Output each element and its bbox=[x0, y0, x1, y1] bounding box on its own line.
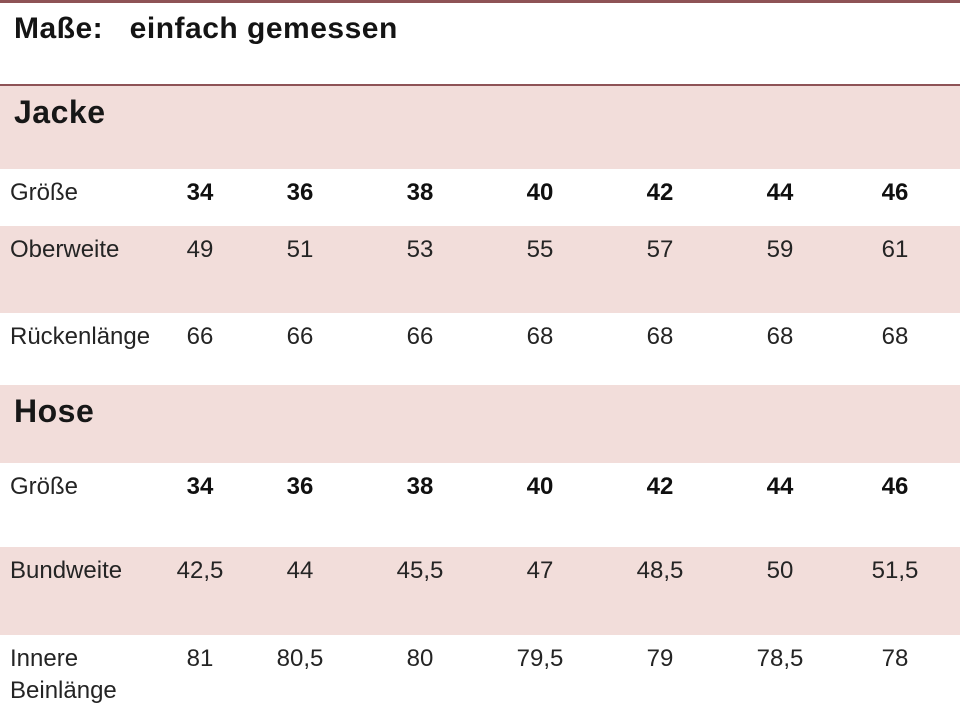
section-jacke: Jacke Größe 34 36 38 40 42 44 46 Oberweite 49 51 53 5… bbox=[0, 86, 960, 385]
cell-value: 44 bbox=[766, 473, 794, 500]
cell-value: 66 bbox=[406, 323, 434, 350]
cell-value: 81 bbox=[186, 645, 214, 672]
row-label: Bundweite bbox=[10, 557, 123, 584]
cell-value: 80 bbox=[406, 645, 434, 672]
cell-value: 42 bbox=[646, 179, 674, 206]
row-label: Größe bbox=[10, 179, 79, 206]
cell-value: 61 bbox=[881, 236, 909, 263]
cell-value: 80,5 bbox=[276, 645, 324, 672]
cell-value: 51 bbox=[286, 236, 314, 263]
row-label: Rückenlänge bbox=[10, 323, 151, 350]
table-row: Größe 34 36 38 40 42 44 46 bbox=[0, 169, 960, 226]
cell-value: 44 bbox=[286, 557, 314, 584]
cell-value: 34 bbox=[186, 179, 214, 206]
cell-value: 66 bbox=[286, 323, 314, 350]
cell-value: 57 bbox=[646, 236, 674, 263]
page-title: Maße: einfach gemessen bbox=[14, 12, 398, 45]
cell-value: 68 bbox=[526, 323, 554, 350]
row-label: Größe bbox=[10, 473, 79, 500]
cell-value: 44 bbox=[766, 179, 794, 206]
cell-value: 42 bbox=[646, 473, 674, 500]
row-label: Oberweite bbox=[10, 236, 120, 263]
cell-value: 79,5 bbox=[516, 645, 564, 672]
cell-value: 47 bbox=[526, 557, 554, 584]
cell-value: 36 bbox=[286, 179, 314, 206]
cell-value: 34 bbox=[186, 473, 214, 500]
table-row: Oberweite 49 51 53 55 57 59 61 bbox=[0, 226, 960, 313]
table-row: Größe 34 36 38 40 42 44 46 bbox=[0, 463, 960, 547]
cell-value: 51,5 bbox=[871, 557, 919, 584]
cell-value: 68 bbox=[881, 323, 909, 350]
cell-value: 68 bbox=[766, 323, 794, 350]
cell-value: 38 bbox=[406, 473, 434, 500]
size-tables: Jacke Größe 34 36 38 40 42 44 46 Oberweite 49 51 53 5… bbox=[0, 86, 960, 720]
cell-value: 68 bbox=[646, 323, 674, 350]
cell-value: 78,5 bbox=[756, 645, 804, 672]
cell-value: 46 bbox=[881, 473, 909, 500]
section-header-jacke: Jacke bbox=[0, 86, 960, 169]
table-row: Rückenlänge 66 66 66 68 68 68 68 bbox=[0, 313, 960, 385]
cell-value: 50 bbox=[766, 557, 794, 584]
cell-value: 49 bbox=[186, 236, 214, 263]
cell-value: 46 bbox=[881, 179, 909, 206]
cell-value: 59 bbox=[766, 236, 794, 263]
row-label: Innere Beinlänge bbox=[10, 645, 117, 704]
cell-value: 48,5 bbox=[636, 557, 684, 584]
table-row: Innere Beinlänge 81 80,5 80 79,5 79 78,5 78 bbox=[0, 635, 960, 720]
title-bar: Maße: einfach gemessen bbox=[0, 3, 960, 86]
section-header-hose: Hose bbox=[0, 385, 960, 463]
cell-value: 66 bbox=[186, 323, 214, 350]
cell-value: 40 bbox=[526, 473, 554, 500]
cell-value: 45,5 bbox=[396, 557, 444, 584]
cell-value: 42,5 bbox=[176, 557, 224, 584]
cell-value: 78 bbox=[881, 645, 909, 672]
cell-value: 38 bbox=[406, 179, 434, 206]
table-row: Bundweite 42,5 44 45,5 47 48,5 50 51,5 bbox=[0, 547, 960, 635]
cell-value: 79 bbox=[646, 645, 674, 672]
cell-value: 55 bbox=[526, 236, 554, 263]
cell-value: 36 bbox=[286, 473, 314, 500]
cell-value: 53 bbox=[406, 236, 434, 263]
cell-value: 40 bbox=[526, 179, 554, 206]
section-hose: Hose Größe 34 36 38 40 42 44 46 Bundweite 42,5 44 45… bbox=[0, 385, 960, 720]
